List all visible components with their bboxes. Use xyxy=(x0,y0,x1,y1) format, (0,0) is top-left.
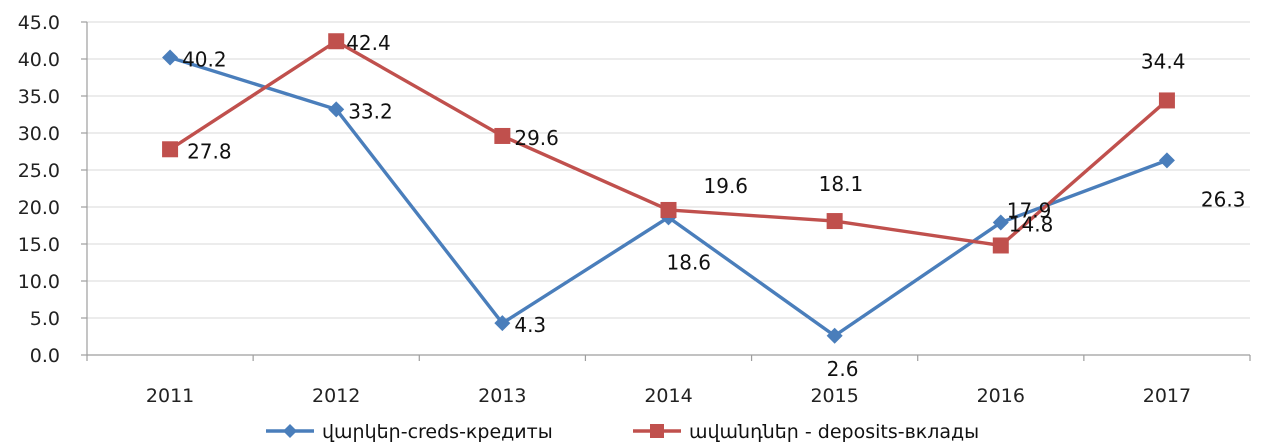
x-tick-label: 2014 xyxy=(644,385,692,407)
x-tick-label: 2016 xyxy=(977,385,1025,407)
y-tick-label: 10.0 xyxy=(18,271,60,293)
data-label: 42.4 xyxy=(346,31,391,55)
data-point-marker xyxy=(992,214,1009,231)
legend-marker xyxy=(650,424,664,438)
data-point-marker xyxy=(328,101,345,118)
legend-label: ավանդներ - deposits-вклады xyxy=(689,421,979,443)
gridlines xyxy=(87,21,1250,319)
x-tick-label: 2013 xyxy=(478,385,526,407)
data-point-marker xyxy=(328,33,345,50)
y-tick-label: 30.0 xyxy=(18,123,60,145)
data-point-marker xyxy=(1158,92,1175,109)
series-line xyxy=(169,55,1168,338)
data-label: 19.6 xyxy=(704,174,749,198)
series-1 xyxy=(162,49,1175,344)
data-label: 2.6 xyxy=(827,357,859,381)
y-tick-label: 25.0 xyxy=(18,160,60,182)
series-group xyxy=(162,33,1175,344)
data-label: 26.3 xyxy=(1201,187,1246,211)
data-point-marker xyxy=(162,49,179,66)
data-label: 4.3 xyxy=(514,313,546,337)
legend-item-2: ավանդներ - deposits-вклады xyxy=(633,421,979,443)
y-tick-label: 40.0 xyxy=(18,49,60,71)
data-label: 18.1 xyxy=(819,172,864,196)
legend-label: վարկեր-creds-кредиты xyxy=(322,421,553,443)
data-point-marker xyxy=(1158,152,1175,169)
data-point-marker xyxy=(494,127,511,144)
data-point-marker xyxy=(992,237,1009,254)
y-axis-ticks: 0.0 5.0 10.0 15.0 20.0 25.0 30.0 35.0 40.0 45.0 xyxy=(18,12,87,367)
y-tick-label: 20.0 xyxy=(18,197,60,219)
legend-marker xyxy=(283,424,297,438)
y-tick-label: 45.0 xyxy=(18,12,60,34)
data-label: 18.6 xyxy=(667,250,712,274)
legend: վարկեր-creds-кредиты ավանդներ - deposits-… xyxy=(266,421,979,443)
data-label: 34.4 xyxy=(1141,49,1186,73)
y-tick-label: 35.0 xyxy=(18,86,60,108)
y-tick-label: 0.0 xyxy=(30,345,60,367)
data-label: 33.2 xyxy=(348,99,393,123)
y-tick-label: 15.0 xyxy=(18,234,60,256)
x-axis-ticks: 2011 2012 2013 2014 2015 2016 2017 xyxy=(86,355,1251,407)
x-tick-label: 2011 xyxy=(146,385,194,407)
data-point-marker xyxy=(494,315,511,332)
data-labels: 40.2 33.2 4.3 18.6 2.6 17.9 26.3 27.8 42.4 29.6 19… xyxy=(182,31,1245,381)
axes xyxy=(86,22,1250,356)
data-label: 27.8 xyxy=(187,139,232,163)
data-label: 40.2 xyxy=(182,48,227,72)
legend-item-1: վարկեր-creds-кредиты xyxy=(266,421,553,443)
data-point-marker xyxy=(826,213,843,230)
x-tick-label: 2015 xyxy=(810,385,858,407)
data-point-marker xyxy=(660,201,677,218)
series-2 xyxy=(162,33,1175,254)
data-point-marker xyxy=(826,327,843,344)
y-tick-label: 5.0 xyxy=(30,308,60,330)
data-point-marker xyxy=(162,141,179,158)
data-label: 29.6 xyxy=(514,126,559,150)
x-tick-label: 2017 xyxy=(1143,385,1191,407)
x-tick-label: 2012 xyxy=(312,385,360,407)
data-label: 17.9 xyxy=(1007,199,1052,223)
data-label: 14.8 xyxy=(1009,212,1054,236)
